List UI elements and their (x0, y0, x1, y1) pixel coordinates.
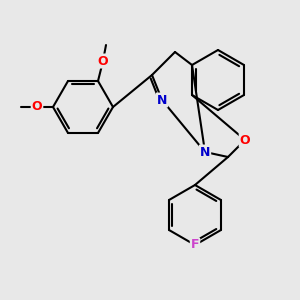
Text: O: O (98, 55, 108, 68)
Text: N: N (200, 146, 210, 158)
Text: F: F (191, 238, 199, 251)
Text: O: O (240, 134, 250, 146)
Text: O: O (32, 100, 42, 113)
Text: N: N (157, 94, 167, 106)
